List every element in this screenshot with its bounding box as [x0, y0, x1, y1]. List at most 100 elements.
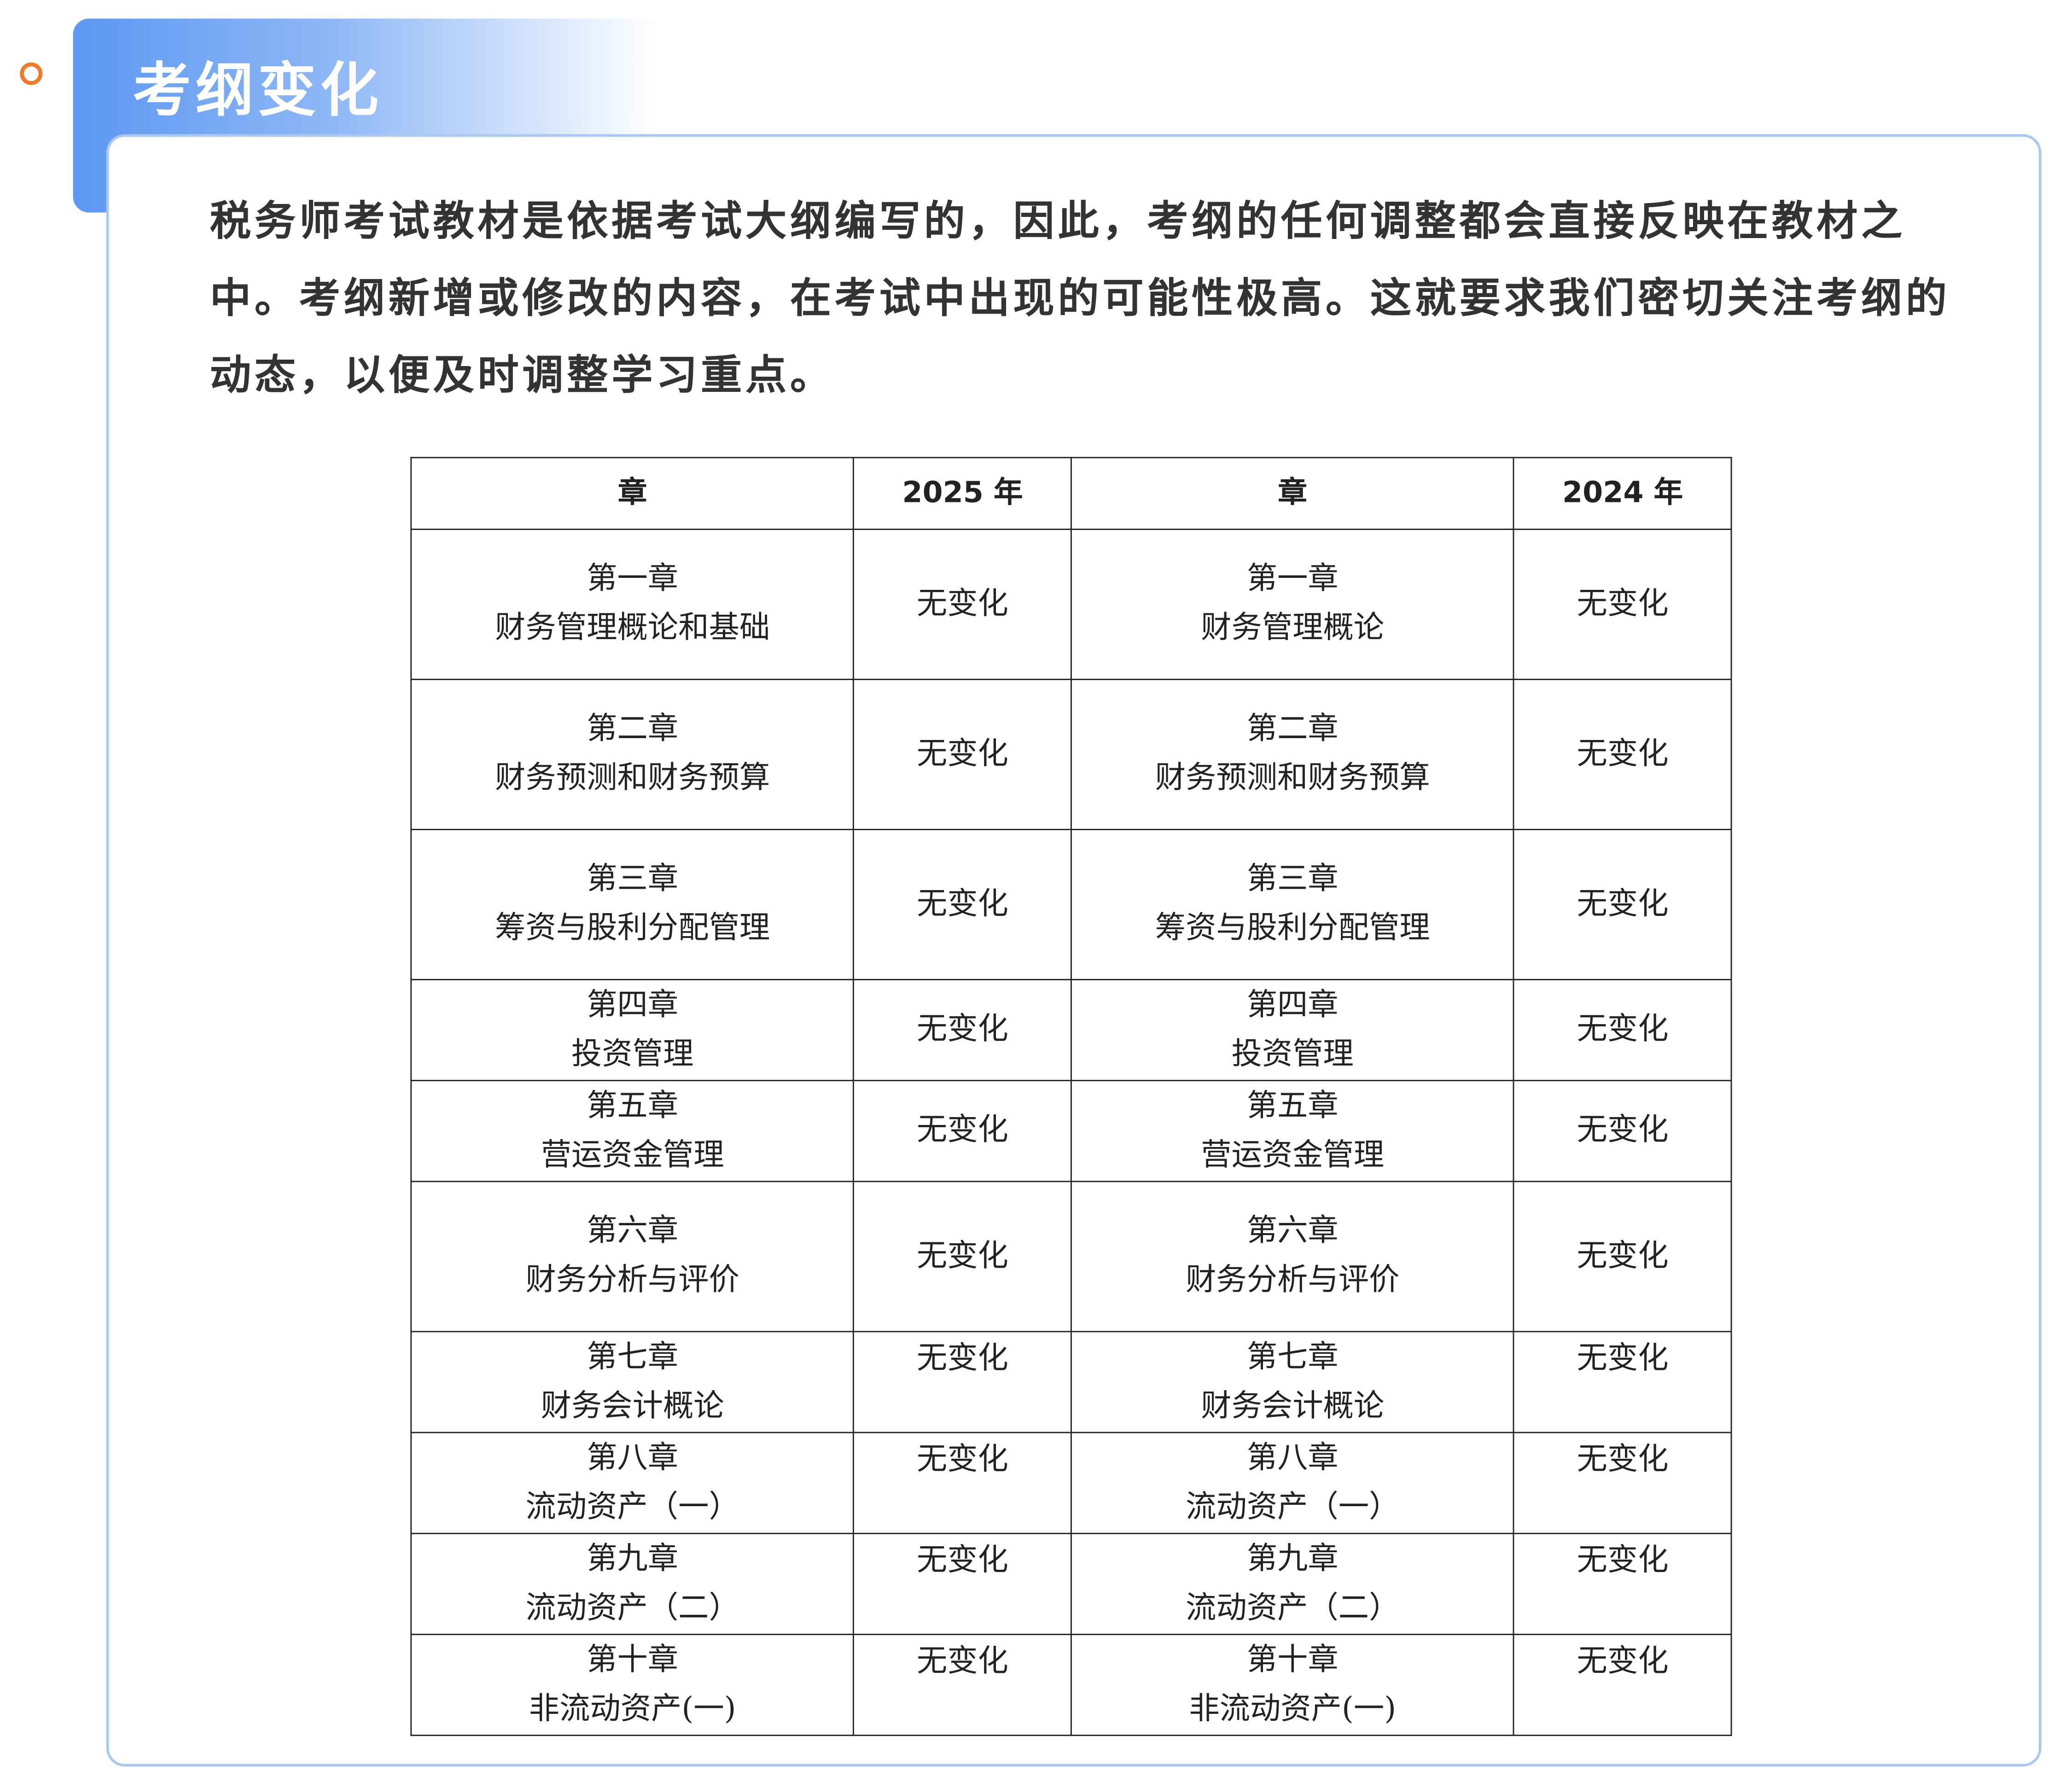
table-row: 第八章 流动资产（一） 无变化 第八章 流动资产（一） 无变化 — [410, 1432, 1732, 1534]
table-row: 第九章 流动资产（二） 无变化 第九章 流动资产（二） 无变化 — [410, 1532, 1732, 1635]
chapter-name: 流动资产（二） — [1186, 1590, 1400, 1625]
chapter-name: 筹资与股利分配管理 — [1155, 911, 1430, 946]
table-row: 第七章 财务会计概论 无变化 第七章 财务会计概论 无变化 — [410, 1331, 1732, 1433]
table-row: 第三章 筹资与股利分配管理 无变化 第三章 筹资与股利分配管理 无变化 — [410, 828, 1732, 980]
change-cell: 无变化 — [1513, 978, 1732, 1082]
table-row: 第四章 投资管理 无变化 第四章 投资管理 无变化 — [410, 978, 1732, 1082]
change-cell: 无变化 — [853, 1634, 1072, 1736]
chapter-number: 第一章 — [587, 562, 679, 597]
change-cell: 无变化 — [853, 1432, 1072, 1534]
chapter-name: 财务管理概论和基础 — [495, 611, 770, 646]
chapter-name: 非流动资产(一) — [1189, 1691, 1397, 1726]
chapter-number: 第二章 — [1246, 712, 1339, 747]
intro-text: 税务师考试教材是依据考试大纲编写的，因此，考纲的任何调整都会直接反映在教材之中。… — [210, 198, 1950, 400]
change-cell: 无变化 — [1513, 1634, 1732, 1736]
chapter-cell: 第五章 营运资金管理 — [1070, 1080, 1515, 1182]
bullet-icon — [20, 62, 43, 85]
chapter-number: 第四章 — [587, 987, 679, 1022]
change-cell: 无变化 — [853, 1532, 1072, 1635]
chapter-cell: 第六章财务分析与评价 — [410, 1181, 855, 1333]
chapter-cell: 第四章 投资管理 — [1070, 978, 1515, 1082]
chapter-cell: 第六章财务分析与评价 — [1070, 1181, 1515, 1333]
chapter-number: 第十章 — [587, 1642, 679, 1677]
table-row: 第十章 非流动资产(一) 无变化 第十章 非流动资产(一) 无变化 — [410, 1634, 1732, 1736]
change-cell: 无变化 — [853, 1331, 1072, 1433]
chapter-name: 投资管理 — [571, 1037, 694, 1072]
chapter-name: 营运资金管理 — [541, 1137, 724, 1172]
chapter-number: 第八章 — [587, 1440, 679, 1475]
chapter-number: 第一章 — [1246, 562, 1339, 597]
change-cell: 无变化 — [853, 679, 1072, 830]
chapter-cell: 第二章财务预测和财务预算 — [410, 679, 855, 830]
chapter-number: 第七章 — [1246, 1339, 1339, 1374]
change-cell: 无变化 — [853, 828, 1072, 980]
chapter-number: 第六章 — [587, 1214, 679, 1249]
chapter-name: 非流动资产(一) — [529, 1691, 736, 1726]
chapter-name: 财务会计概论 — [541, 1388, 724, 1423]
chapter-number: 第六章 — [1246, 1214, 1339, 1249]
chapter-cell: 第三章筹资与股利分配管理 — [1070, 828, 1515, 980]
change-cell: 无变化 — [853, 529, 1072, 680]
chapter-number: 第八章 — [1246, 1440, 1339, 1475]
chapter-cell: 第一章 财务管理概论 — [1070, 529, 1515, 680]
chapter-number: 第五章 — [1246, 1088, 1339, 1123]
chapter-name: 财务预测和财务预算 — [495, 761, 770, 796]
chapter-number: 第五章 — [587, 1088, 679, 1123]
chapter-number: 第九章 — [1246, 1541, 1339, 1576]
chapter-cell: 第九章 流动资产（二） — [410, 1532, 855, 1635]
table-row: 第六章 财务分析与评价 无变化 第六章 财务分析与评价 无变化 — [410, 1181, 1732, 1333]
chapter-cell: 第八章流动资产（一） — [1070, 1432, 1515, 1534]
chapter-cell: 第七章 财务会计概论 — [1070, 1331, 1515, 1433]
chapter-name: 流动资产（一） — [1186, 1490, 1400, 1525]
chapter-number: 第七章 — [587, 1339, 679, 1374]
chapter-cell: 第三章筹资与股利分配管理 — [410, 828, 855, 980]
chapter-number: 第十章 — [1246, 1642, 1339, 1677]
chapter-name: 财务会计概论 — [1201, 1388, 1385, 1423]
chapter-number: 第二章 — [587, 712, 679, 747]
chapter-name: 筹资与股利分配管理 — [495, 911, 770, 946]
header-title: 考纲变化 — [133, 57, 383, 125]
table-row: 第一章 财务管理概论和基础 无变化 第一章 财务管理概论 无变化 — [410, 529, 1732, 680]
chapter-cell: 第七章 财务会计概论 — [410, 1331, 855, 1433]
chapter-name: 营运资金管理 — [1201, 1137, 1385, 1172]
column-header: 2025 年 — [853, 457, 1072, 530]
change-cell: 无变化 — [1513, 1080, 1732, 1182]
chapter-table: 章 2025 年章 2024 年 第一章 财务管理概论和基础 无变化 第一章 财务管理概论无… — [410, 457, 1732, 1736]
column-header: 章 — [410, 457, 855, 530]
change-cell: 无变化 — [1513, 1181, 1732, 1333]
chapter-cell: 第二章财务预测和财务预算 — [1070, 679, 1515, 830]
chapter-number: 第四章 — [1246, 987, 1339, 1022]
change-cell: 无变化 — [1513, 529, 1732, 680]
table-body: 第一章 财务管理概论和基础 无变化 第一章 财务管理概论 无变化 第二章 财务预测和财务预算无… — [410, 529, 1732, 1736]
chapter-cell: 第八章流动资产（一） — [410, 1432, 855, 1534]
column-header: 章 — [1070, 457, 1515, 530]
header-row: 章 2025 年章 2024 年 — [410, 457, 1732, 530]
chapter-cell: 第十章非流动资产(一) — [410, 1634, 855, 1736]
chapter-cell: 第九章流动资产（二） — [1070, 1532, 1515, 1635]
column-header: 2024 年 — [1513, 457, 1732, 530]
change-cell: 无变化 — [853, 1080, 1072, 1182]
change-cell: 无变化 — [853, 978, 1072, 1082]
table-row: 第二章 财务预测和财务预算 无变化 第二章 财务预测和财务预算 无变化 — [410, 679, 1732, 830]
chapter-name: 财务分析与评价 — [1186, 1263, 1400, 1298]
chapter-name: 财务管理概论 — [1201, 611, 1385, 646]
chapter-name: 投资管理 — [1231, 1037, 1354, 1072]
chapter-name: 财务分析与评价 — [525, 1263, 739, 1298]
table-row: 第五章 营运资金管理 无变化 第五章 营运资金管理 无变化 — [410, 1080, 1732, 1182]
chapter-name: 流动资产（二） — [525, 1590, 739, 1625]
change-cell: 无变化 — [1513, 679, 1732, 830]
change-cell: 无变化 — [1513, 1432, 1732, 1534]
chapter-cell: 第一章财务管理概论和基础 — [410, 529, 855, 680]
chapter-cell: 第十章非流动资产(一) — [1070, 1634, 1515, 1736]
chapter-name: 流动资产（一） — [525, 1490, 739, 1525]
chapter-cell: 第四章 投资管理 — [410, 978, 855, 1082]
chapter-number: 第三章 — [587, 862, 679, 897]
chapter-name: 财务预测和财务预算 — [1155, 761, 1430, 796]
chapter-number: 第三章 — [1246, 862, 1339, 897]
change-cell: 无变化 — [1513, 1331, 1732, 1433]
change-cell: 无变化 — [1513, 1532, 1732, 1635]
change-cell: 无变化 — [1513, 828, 1732, 980]
change-cell: 无变化 — [853, 1181, 1072, 1333]
